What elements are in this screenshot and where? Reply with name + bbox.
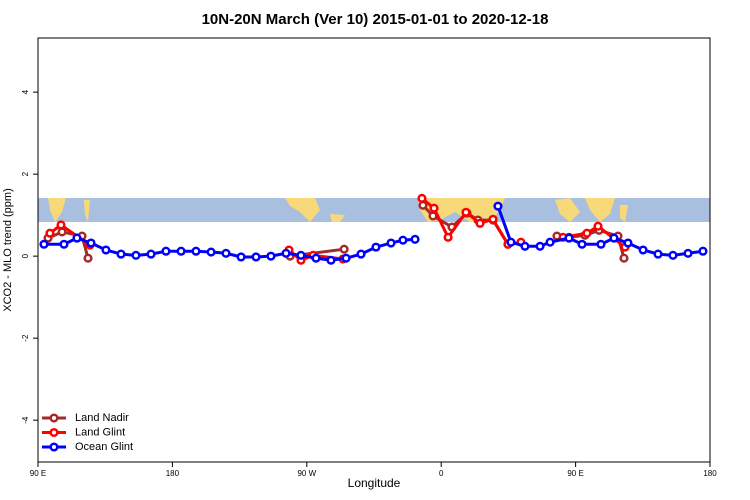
legend-label: Ocean Glint — [75, 441, 133, 453]
point — [488, 214, 498, 224]
y-axis-label: XCO2 - MLO trend (ppm) — [2, 188, 14, 311]
point — [146, 249, 156, 259]
point — [296, 250, 306, 260]
y-tick-label: 0 — [21, 253, 30, 258]
point — [386, 238, 396, 248]
legend-marker — [49, 427, 59, 438]
point — [638, 245, 648, 255]
point — [429, 203, 439, 213]
point — [341, 253, 351, 263]
map-strip — [38, 198, 710, 222]
point — [266, 251, 276, 261]
point — [116, 249, 126, 259]
plot-frame — [37, 37, 711, 463]
point — [281, 248, 291, 258]
y-tick-label: 2 — [21, 171, 30, 176]
point — [356, 249, 366, 259]
y-tick-label: -4 — [21, 416, 30, 424]
x-axis-label: Longitude — [348, 476, 401, 490]
point — [59, 239, 69, 249]
point — [83, 253, 93, 263]
land — [285, 198, 345, 222]
point — [417, 193, 427, 203]
point — [410, 234, 420, 244]
land — [48, 198, 90, 222]
point — [131, 250, 141, 260]
point — [221, 248, 231, 258]
point — [698, 246, 708, 256]
point — [461, 207, 471, 217]
point — [596, 239, 606, 249]
point — [683, 248, 693, 258]
x-tick-label: 90 E — [30, 469, 46, 478]
point — [251, 252, 261, 262]
point — [653, 249, 663, 259]
point — [609, 233, 619, 243]
point — [236, 252, 246, 262]
point — [191, 246, 201, 256]
point — [564, 233, 574, 243]
point — [668, 250, 678, 260]
point — [619, 253, 629, 263]
x-tick-label: 90 W — [297, 469, 316, 478]
point — [57, 227, 67, 237]
point — [56, 220, 66, 230]
point — [520, 241, 530, 251]
x-tick-label: 0 — [439, 469, 444, 478]
point — [577, 239, 587, 249]
point — [371, 242, 381, 252]
point — [475, 218, 485, 228]
point — [45, 228, 55, 238]
point — [206, 247, 216, 257]
x-tick-label: 90 E — [567, 469, 583, 478]
y-tick-label: -2 — [21, 334, 30, 342]
point — [443, 232, 453, 242]
point — [535, 241, 545, 251]
point — [101, 245, 111, 255]
legend-label: Land Glint — [75, 426, 125, 438]
land — [555, 198, 628, 222]
legend-marker — [49, 413, 59, 423]
point — [72, 233, 82, 243]
point — [176, 246, 186, 256]
x-tick-label: 180 — [703, 469, 717, 478]
point — [545, 237, 555, 247]
point — [493, 201, 503, 211]
legend-marker — [49, 442, 59, 452]
point — [506, 237, 516, 247]
point — [326, 255, 336, 265]
x-tick-label: 180 — [166, 469, 180, 478]
y-tick-label: 4 — [21, 89, 30, 94]
point — [39, 239, 49, 249]
point — [593, 221, 603, 231]
point — [398, 235, 408, 245]
chart-title: 10N-20N March (Ver 10) 2015-01-01 to 202… — [202, 11, 549, 28]
land — [418, 198, 505, 222]
legend-label: Land Nadir — [75, 412, 129, 424]
point — [339, 244, 349, 254]
point — [582, 228, 592, 238]
point — [623, 238, 633, 248]
point — [86, 238, 96, 248]
point — [311, 253, 321, 263]
point — [161, 246, 171, 256]
